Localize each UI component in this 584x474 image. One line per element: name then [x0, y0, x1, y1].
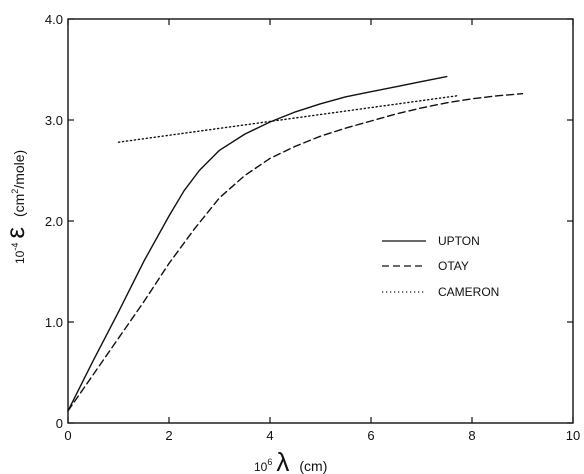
series-line-cameron — [117, 95, 458, 143]
y-label-symbol: ε — [0, 227, 30, 239]
legend-label-otay: OTAY — [438, 259, 469, 273]
y-tick-label: 2.0 — [45, 214, 63, 229]
legend-label-upton: UPTON — [438, 234, 480, 248]
plot-frame — [67, 18, 574, 424]
x-label-exponent: 6 — [267, 457, 272, 467]
legend-label-cameron: CAMERON — [438, 285, 499, 299]
x-tick-label: 2 — [165, 428, 172, 443]
x-tick-label: 8 — [468, 428, 475, 443]
y-tick-label: 3.0 — [45, 113, 63, 128]
x-tick-label: 6 — [367, 428, 374, 443]
series-line-upton — [67, 75, 448, 412]
plot-border — [67, 18, 574, 424]
y-label-unit: (cm — [11, 194, 27, 217]
x-label-symbol: λ — [276, 447, 289, 474]
y-tick-label: 4.0 — [45, 12, 63, 27]
x-tick-label: 0 — [64, 428, 71, 443]
series-line-otay — [67, 92, 524, 412]
series-layer — [67, 75, 524, 412]
x-label-prefix: 10 — [254, 460, 268, 474]
y-axis-label: 10-4 ε (cm2/mole) — [0, 150, 30, 264]
y-label-exponent: -4 — [10, 243, 20, 251]
y-tick-label: 0 — [56, 416, 63, 431]
y-tick-label: 1.0 — [45, 315, 63, 330]
y-label-unit-exponent: 2 — [10, 189, 20, 194]
ticks: 0 2 4 6 8 10 0 1.0 2.0 3.0 4.0 — [45, 12, 580, 443]
x-tick-label: 4 — [266, 428, 273, 443]
x-tick-label: 10 — [566, 428, 580, 443]
y-label-unit-rest: /mole) — [11, 150, 27, 189]
x-axis-label: 106 λ (cm) — [254, 447, 327, 474]
y-label-prefix: 10 — [13, 250, 27, 264]
x-label-unit: (cm) — [299, 458, 327, 474]
legend: UPTON OTAY CAMERON — [382, 234, 499, 299]
